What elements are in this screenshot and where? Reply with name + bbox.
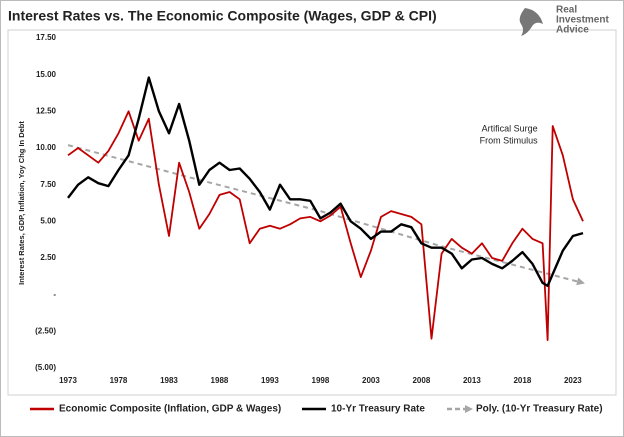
legend-item: Economic Composite (Inflation, GDP & Wag… xyxy=(30,404,281,415)
logo-text: Real xyxy=(556,5,577,16)
x-tick-label: 1983 xyxy=(160,376,178,385)
x-tick-label: 2013 xyxy=(463,376,481,385)
logo-text: Advice xyxy=(556,25,589,36)
legend-label: Economic Composite (Inflation, GDP & Wag… xyxy=(59,404,281,415)
legend-label: 10-Yr Treasury Rate xyxy=(331,404,425,415)
annotation: Artifical Surge xyxy=(482,123,538,133)
x-tick-label: 1998 xyxy=(312,376,330,385)
y-tick-label: 12.50 xyxy=(36,106,57,115)
logo-icon xyxy=(519,8,543,36)
legend-item: 10-Yr Treasury Rate xyxy=(302,404,425,415)
plot-frame xyxy=(7,29,617,396)
x-tick-label: 1993 xyxy=(261,376,279,385)
y-tick-label: (5.00) xyxy=(35,363,56,372)
y-tick-label: 7.50 xyxy=(40,180,56,189)
legend-label: Poly. (10-Yr Treasury Rate) xyxy=(476,404,603,415)
y-tick-label: 15.00 xyxy=(36,70,57,79)
y-tick-label: 10.00 xyxy=(36,143,57,152)
logo-text: Investment xyxy=(556,15,609,26)
legend-item: Poly. (10-Yr Treasury Rate) xyxy=(447,404,603,415)
y-tick-label: 17.50 xyxy=(36,33,57,42)
series-line xyxy=(67,76,584,288)
x-tick-label: 2003 xyxy=(362,376,380,385)
y-tick-label: - xyxy=(53,290,56,299)
x-tick-label: 2023 xyxy=(564,376,582,385)
y-tick-label: 2.50 xyxy=(40,253,56,262)
x-tick-label: 1988 xyxy=(211,376,229,385)
logo: Real Investment Advice xyxy=(519,5,609,36)
y-axis-label: Interest Rates, GDP, Inflation, Yoy Chg … xyxy=(17,121,26,285)
x-tick-label: 1973 xyxy=(59,376,77,385)
series-line xyxy=(67,110,584,341)
annotation: From Stimulus xyxy=(480,135,539,145)
x-tick-label: 1978 xyxy=(110,376,128,385)
trend-line xyxy=(67,144,585,286)
chart-title: Interest Rates vs. The Economic Composit… xyxy=(8,8,437,24)
x-tick-label: 2008 xyxy=(412,376,430,385)
y-tick-label: (2.50) xyxy=(35,326,56,335)
x-tick-label: 2018 xyxy=(513,376,531,385)
y-tick-label: 5.00 xyxy=(40,216,56,225)
